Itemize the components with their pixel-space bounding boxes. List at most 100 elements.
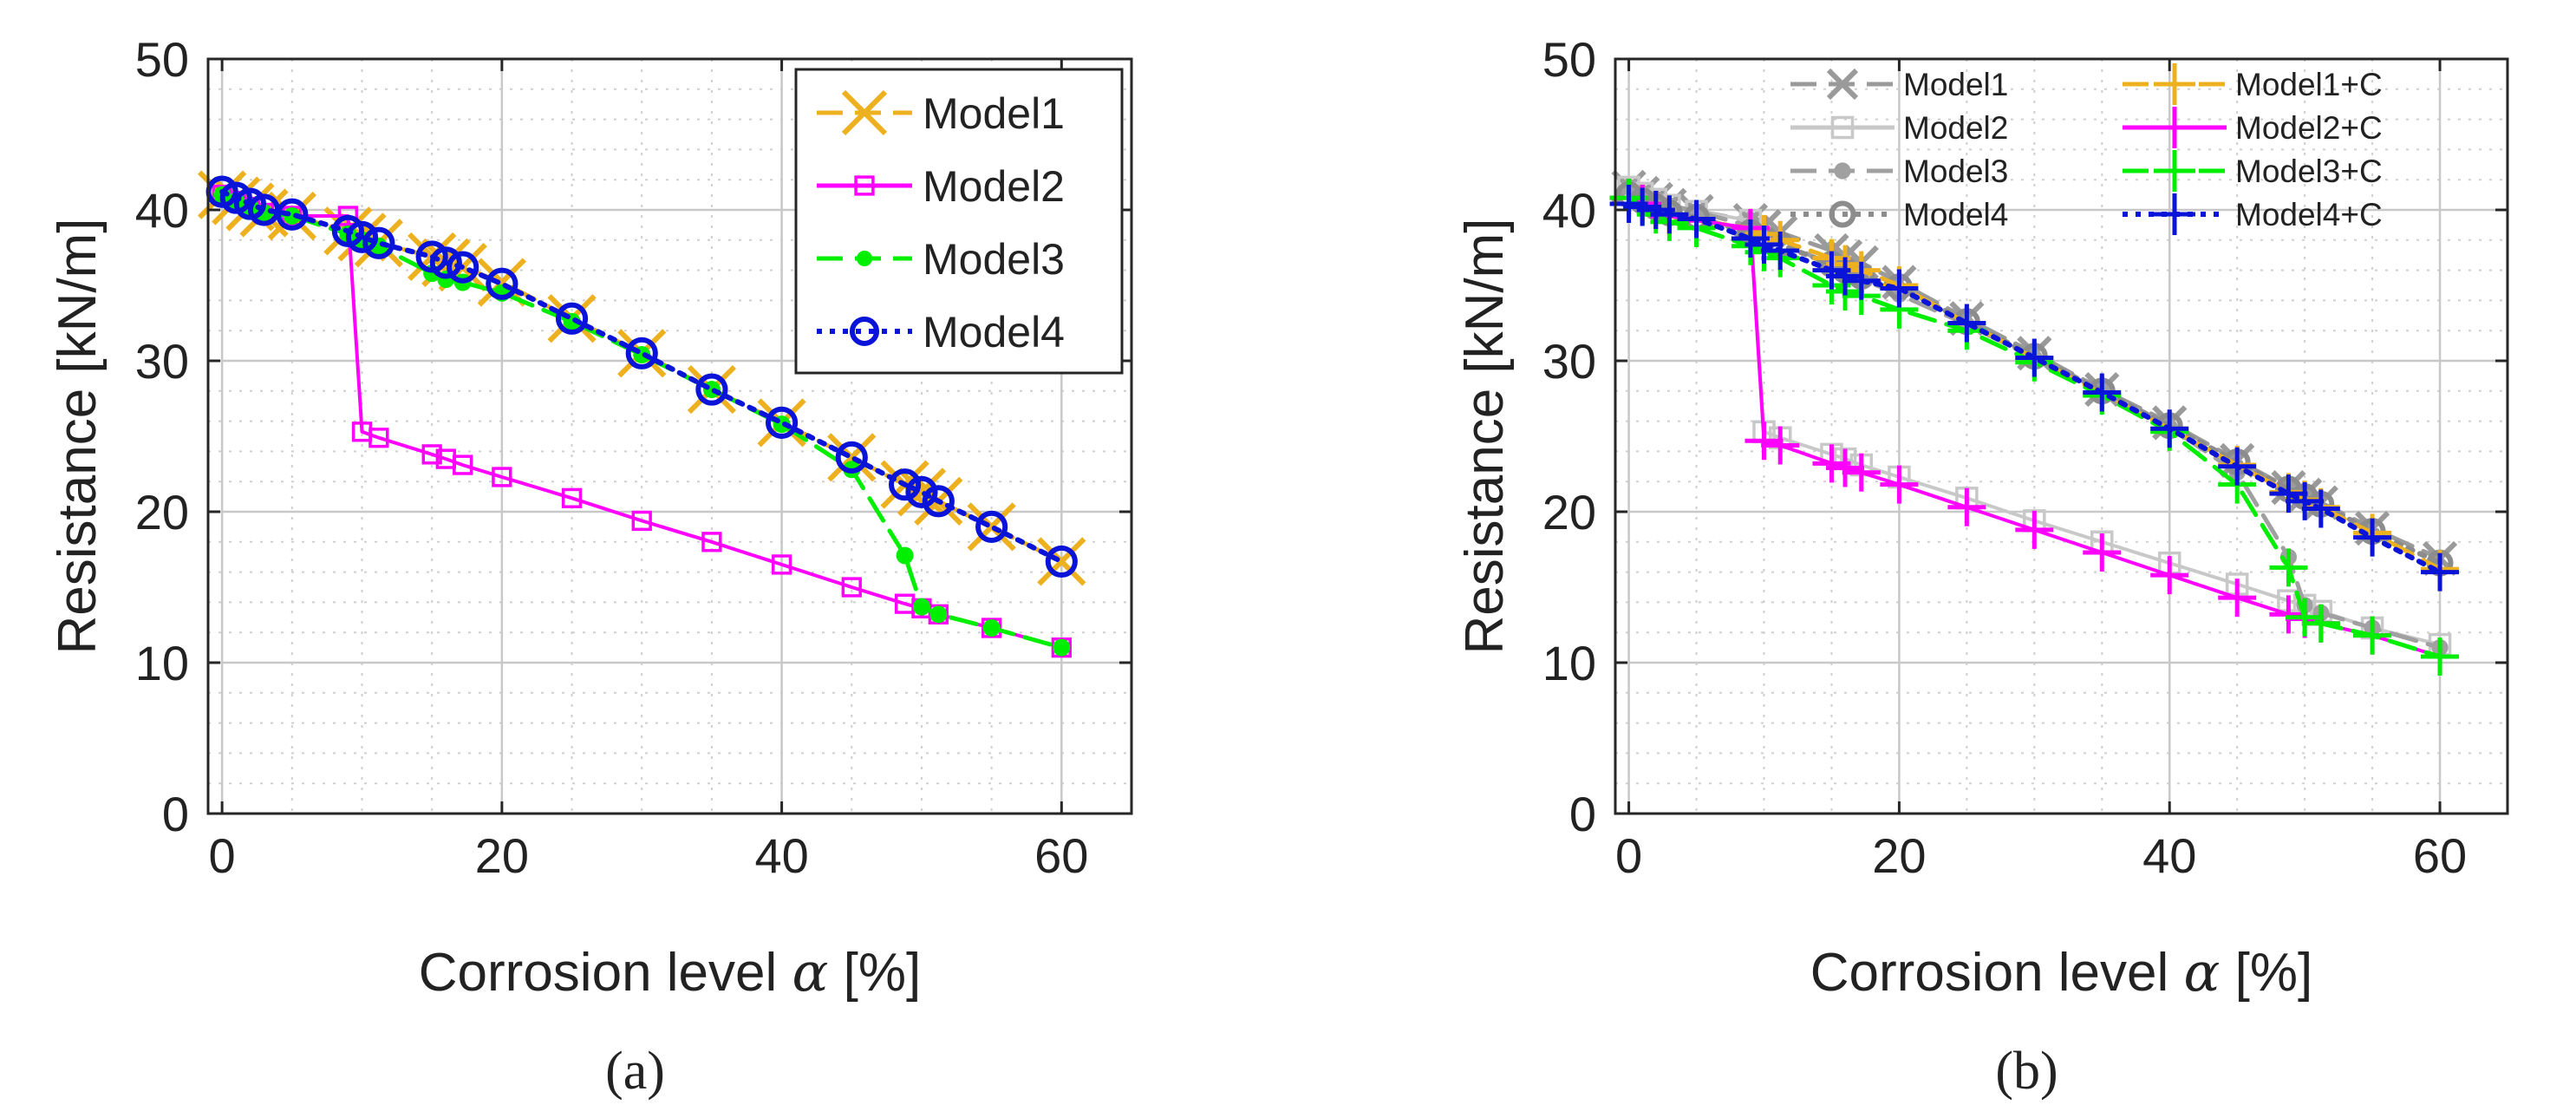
y-tick-label: 0 [162, 787, 189, 841]
x-tick-label: 20 [475, 828, 529, 883]
data-point [2301, 604, 2340, 643]
x-tick-label: 40 [2142, 828, 2196, 883]
data-point [486, 267, 518, 300]
data-point [2218, 579, 2257, 618]
data-point [2353, 616, 2392, 655]
legend-marker [857, 251, 872, 266]
y-tick-label: 40 [135, 183, 189, 238]
x-axis-label: Corrosion level α [%] [1810, 940, 2312, 1004]
legend-label: Model2 [923, 162, 1065, 211]
series-line [1626, 201, 2442, 575]
data-point [368, 428, 389, 448]
legend-entry: Model4 [817, 308, 1065, 356]
legend-entry: Model3 [1790, 154, 2008, 189]
legend-marker [841, 89, 888, 136]
data-point [701, 532, 722, 552]
data-point [1880, 465, 1919, 504]
data-point [1037, 537, 1086, 586]
y-tick-label: 20 [135, 485, 189, 539]
data-point [2286, 481, 2325, 520]
legend-marker [1826, 68, 1859, 101]
data-point [2269, 474, 2308, 513]
legend-label: Model4+C [2235, 197, 2383, 232]
data-point [1677, 199, 1716, 239]
legend-entry: Model1 [817, 89, 1065, 138]
data-point [1947, 487, 1986, 526]
data-point [625, 337, 658, 369]
y-tick-label: 30 [1542, 334, 1596, 389]
data-point [1761, 231, 1800, 270]
data-point [2015, 338, 2054, 377]
x-axis-label: Corrosion level α [%] [419, 940, 921, 1004]
data-point [765, 406, 799, 439]
data-point [896, 546, 914, 565]
data-point [2421, 552, 2460, 592]
data-point [276, 198, 309, 231]
y-axis-label: Resistance [kN/m] [48, 218, 108, 654]
data-point [695, 373, 728, 406]
legend-marker [1834, 162, 1851, 180]
y-tick-label: 50 [1542, 32, 1596, 87]
y-axis-label: Resistance [kN/m] [1455, 218, 1515, 654]
legend-label: Model2+C [2235, 110, 2383, 146]
data-point [2286, 598, 2325, 637]
data-point [1826, 257, 1865, 296]
data-point [555, 302, 589, 335]
data-point [967, 502, 1016, 552]
data-point [2150, 556, 2189, 595]
legend-entry: Model3 [817, 235, 1065, 284]
x-tick-label: 60 [1034, 828, 1088, 883]
data-point [429, 246, 462, 279]
legend-entry: Model3+C [2123, 150, 2383, 192]
legend-entry: Model1+C [2123, 63, 2383, 105]
data-point [1947, 304, 1986, 343]
x-tick-label: 20 [1872, 828, 1926, 883]
panel-b: 0 10 20 30 40 50 0 20 40 60 Corrosion level α [%] R… [1455, 32, 2509, 1101]
legend-marker [2154, 150, 2195, 192]
legend-entry: Model1 [1790, 67, 2008, 102]
y-tick-label: 20 [1542, 485, 1596, 539]
data-point [345, 220, 379, 253]
x-tick-label: 0 [1615, 828, 1642, 883]
series-line [219, 189, 1065, 565]
panel-label: (a) [605, 1042, 665, 1101]
series-model4-plus-cc [1609, 185, 2460, 592]
data-point [982, 618, 1001, 637]
data-point [1826, 448, 1865, 487]
data-point [2269, 548, 2308, 587]
legend-label: Model4 [1903, 197, 2008, 232]
y-tick-label: 50 [135, 32, 189, 87]
data-point [897, 467, 947, 517]
data-point [2083, 533, 2122, 572]
x-tick-label: 40 [754, 828, 808, 883]
panel-label: (b) [1995, 1042, 2058, 1101]
data-point [1045, 545, 1078, 579]
data-point [561, 487, 583, 508]
data-point [771, 554, 792, 575]
data-point [835, 441, 868, 474]
data-point [337, 206, 359, 226]
data-point [1761, 426, 1800, 465]
data-point [702, 381, 721, 399]
x-tick-label: 60 [2413, 828, 2467, 883]
data-point [2083, 373, 2122, 412]
legend-entry: Model2 [817, 162, 1065, 211]
data-point [1745, 422, 1784, 461]
legend-entry: Model2 [1790, 110, 2008, 146]
series-line [1627, 195, 2442, 659]
legend-marker [854, 175, 875, 196]
data-point [1745, 226, 1784, 265]
data-point [2421, 637, 2460, 677]
legend-marker [2154, 193, 2195, 235]
axes-frame [1614, 57, 2509, 815]
legend-entry: Model4+C [2123, 193, 2383, 235]
data-point [2150, 409, 2189, 448]
data-point [2301, 489, 2340, 528]
data-point [453, 454, 473, 475]
y-tick-label: 40 [1542, 183, 1596, 238]
legend-marker [2154, 107, 2195, 148]
data-point [1880, 269, 1919, 308]
legend-label: Model1 [923, 89, 1065, 138]
legend-label: Model4 [923, 308, 1065, 356]
